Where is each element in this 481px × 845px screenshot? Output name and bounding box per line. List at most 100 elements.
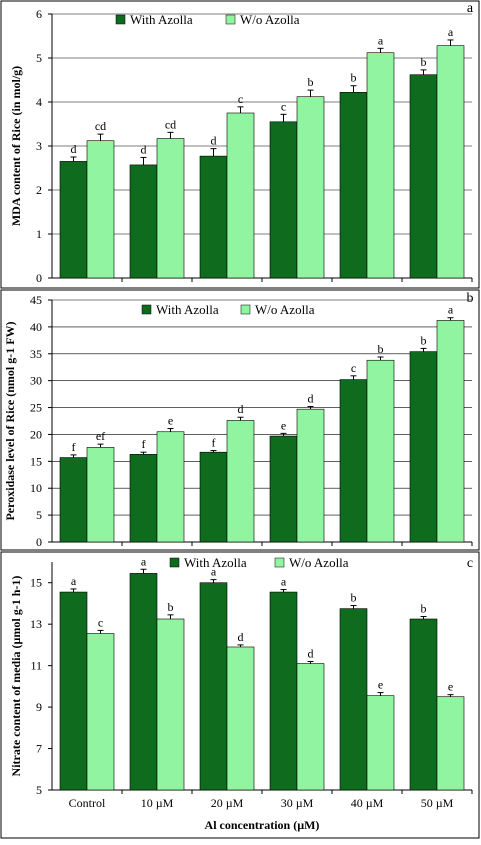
bar	[409, 74, 438, 279]
significance-label: cd	[165, 117, 176, 131]
bar	[339, 92, 368, 279]
bar	[296, 96, 325, 279]
significance-label: c	[281, 99, 286, 113]
panel-tag: b	[467, 291, 474, 306]
bar	[296, 663, 325, 791]
bar	[199, 155, 228, 279]
y-tick-label: 9	[36, 700, 42, 714]
bar	[156, 431, 185, 543]
y-tick-label: 15	[30, 576, 42, 590]
significance-label: a	[281, 575, 287, 589]
significance-label: b	[351, 71, 357, 85]
significance-label: a	[141, 554, 147, 568]
significance-label: d	[238, 402, 244, 416]
significance-label: cd	[95, 119, 106, 133]
x-tick-label: 30 µM	[281, 796, 314, 810]
significance-label: e	[168, 414, 173, 428]
x-axis-title: Al concentration (µM)	[205, 818, 320, 832]
bar	[59, 591, 88, 791]
bar	[226, 112, 255, 279]
significance-label: b	[351, 591, 357, 605]
bar	[269, 121, 298, 279]
significance-label: c	[238, 92, 243, 106]
legend-label: With Azolla	[156, 302, 219, 317]
legend-swatch	[115, 14, 126, 25]
bar	[296, 408, 325, 543]
x-tick-label: 20 µM	[211, 796, 244, 810]
significance-label: b	[378, 342, 384, 356]
legend-swatch	[141, 304, 152, 315]
bar	[409, 351, 438, 543]
y-tick-label: 0	[36, 271, 42, 285]
significance-label: b	[168, 600, 174, 614]
significance-label: b	[421, 602, 427, 616]
y-tick-label: 15	[30, 454, 42, 468]
y-tick-label: 5	[36, 508, 42, 522]
significance-label: c	[98, 615, 103, 629]
bar	[436, 696, 465, 791]
y-tick-label: 45	[30, 293, 42, 307]
significance-label: d	[308, 391, 314, 405]
y-tick-label: 40	[30, 320, 42, 334]
bar	[59, 457, 88, 543]
bar	[86, 140, 115, 279]
significance-label: b	[308, 75, 314, 89]
bar	[366, 52, 395, 279]
y-tick-label: 3	[36, 139, 42, 153]
legend-label: With Azolla	[130, 12, 193, 27]
significance-label: f	[212, 436, 216, 450]
y-tick-label: 6	[36, 7, 42, 21]
y-tick-label: 11	[30, 659, 42, 673]
legend-label: W/o Azolla	[289, 555, 349, 570]
bar	[129, 573, 158, 791]
x-tick-label: 40 µM	[351, 796, 384, 810]
y-tick-label: 5	[36, 783, 42, 797]
y-tick-label: 1	[36, 227, 42, 241]
bar	[156, 138, 185, 279]
y-axis-title: MDA content of Rice (in mol/g)	[9, 66, 23, 226]
bar	[366, 695, 395, 791]
x-tick-label: 50 µM	[421, 796, 454, 810]
significance-label: d	[211, 134, 217, 148]
significance-label: ef	[96, 429, 105, 443]
bar	[409, 618, 438, 791]
y-axis-title: Peroxidase level of Rice (nmol g-1 FW)	[3, 321, 17, 520]
significance-label: d	[141, 142, 147, 156]
bar	[269, 591, 298, 791]
bar	[339, 379, 368, 543]
significance-label: a	[211, 565, 217, 579]
y-tick-label: 30	[30, 374, 42, 388]
legend-label: W/o Azolla	[255, 302, 315, 317]
bar	[436, 45, 465, 279]
y-tick-label: 20	[30, 427, 42, 441]
significance-label: b	[421, 55, 427, 69]
bar	[129, 454, 158, 543]
bar	[156, 618, 185, 791]
significance-label: d	[308, 646, 314, 660]
legend-label: With Azolla	[184, 555, 247, 570]
bar	[269, 435, 298, 543]
y-tick-label: 4	[36, 95, 42, 109]
y-tick-label: 5	[36, 51, 42, 65]
bar	[226, 646, 255, 791]
bar	[86, 447, 115, 543]
significance-label: a	[448, 25, 454, 39]
legend-swatch	[240, 304, 251, 315]
y-axis-title: Nitrate content of media (µmol g-1 h-1)	[9, 576, 23, 777]
x-tick-label: 10 µM	[141, 796, 174, 810]
legend-swatch	[274, 557, 285, 568]
bar	[199, 582, 228, 791]
significance-label: d	[71, 142, 77, 156]
significance-label: a	[378, 33, 384, 47]
panel-tag: a	[467, 1, 474, 16]
significance-label: f	[72, 440, 76, 454]
legend-label: W/o Azolla	[240, 12, 300, 27]
significance-label: e	[281, 418, 286, 432]
bar	[129, 164, 158, 279]
bar	[86, 633, 115, 791]
legend-swatch	[225, 14, 236, 25]
bar	[339, 608, 368, 791]
y-tick-label: 2	[36, 183, 42, 197]
